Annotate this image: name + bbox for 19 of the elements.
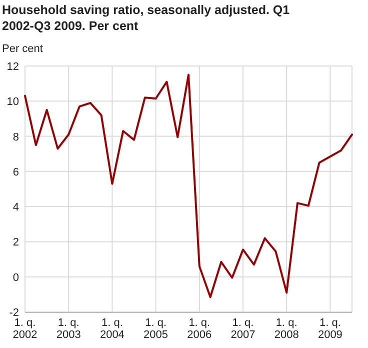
- y-tick-label: 2: [12, 236, 19, 249]
- y-tick-label: 10: [6, 96, 19, 108]
- x-tick-label: 1. q. 2009: [318, 317, 342, 341]
- y-tick-label: 6: [12, 166, 19, 178]
- line-series: [24, 74, 353, 298]
- y-tick-label: 12: [6, 61, 19, 73]
- y-tick-label: -2: [9, 307, 19, 319]
- y-tick-label: 0: [12, 272, 19, 284]
- x-tick-label: 1. q. 2005: [144, 317, 168, 341]
- x-tick-label: 1. q. 2007: [230, 317, 256, 341]
- x-tick-label: 1. q. 2002: [12, 317, 38, 341]
- x-tick-label: 1. q. 2008: [274, 317, 299, 341]
- y-axis-title: Per cent: [2, 43, 43, 55]
- chart-title: Household saving ratio, seasonally adjusted. Q1 2002-Q3 2009. Per cent: [2, 3, 290, 33]
- y-tick-label: 8: [12, 131, 19, 144]
- y-tick-label: 4: [12, 202, 19, 214]
- x-tick-label: 1. q. 2006: [187, 317, 212, 341]
- x-tick-label: 1. q. 2003: [56, 317, 81, 341]
- x-tick-label: 1. q. 2004: [100, 317, 124, 341]
